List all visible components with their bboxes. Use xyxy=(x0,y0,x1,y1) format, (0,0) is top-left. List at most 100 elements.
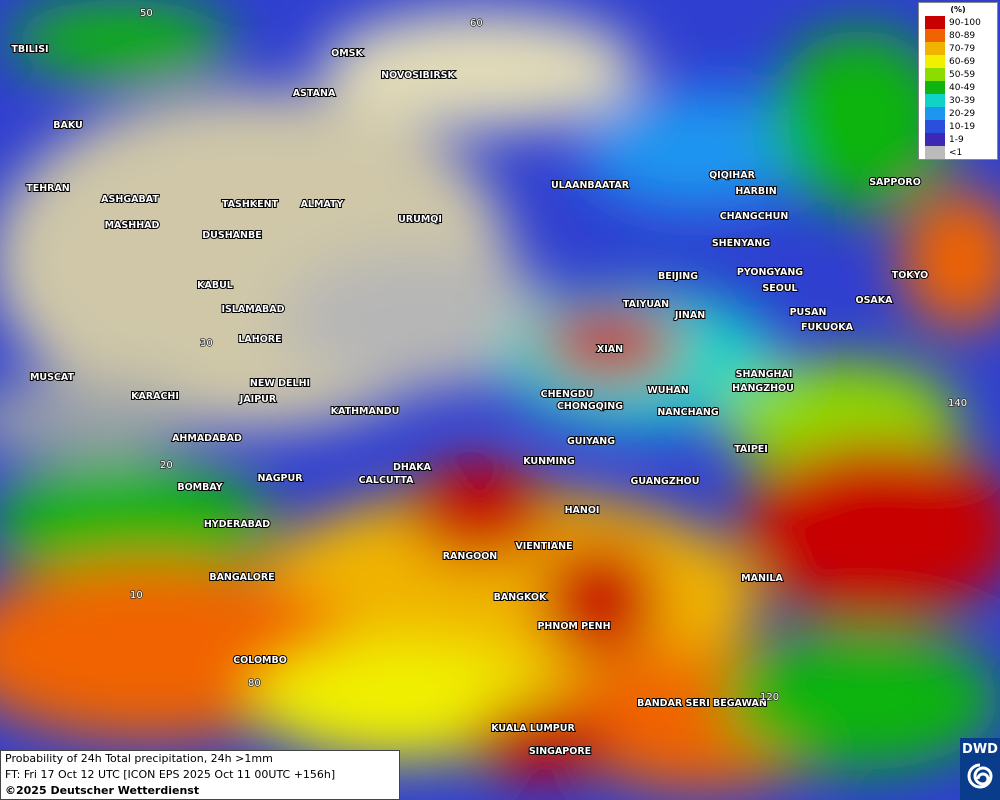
city-label: NAGPUR xyxy=(257,473,303,484)
legend-swatch xyxy=(925,29,945,42)
city-label: TEHRAN xyxy=(26,183,70,194)
legend-swatch xyxy=(925,107,945,120)
city-label: OSAKA xyxy=(856,295,894,306)
legend-swatch xyxy=(925,133,945,146)
city-label: BEIJING xyxy=(658,271,698,282)
legend: (%) 90-100 80-89 70-79 60-69 50-59 40-49 30-39… xyxy=(918,2,998,160)
city-label: BOMBAY xyxy=(177,482,222,493)
grid-label: 60 xyxy=(470,18,483,29)
caption-line: ©2025 Deutscher Wetterdienst xyxy=(5,784,200,797)
city-label: RANGOON xyxy=(443,551,498,562)
city-label: ASTANA xyxy=(293,88,336,99)
legend-item: 20-29 xyxy=(919,107,997,120)
city-label: KUNMING xyxy=(523,456,575,467)
city-label: MANILA xyxy=(741,573,783,584)
legend-swatch xyxy=(925,68,945,81)
legend-label: 80-89 xyxy=(949,30,976,41)
legend-label: 70-79 xyxy=(949,43,976,54)
city-label: URUMQI xyxy=(398,214,442,225)
grid-label: 50 xyxy=(140,8,153,19)
legend-label: <1 xyxy=(949,147,963,158)
city-label: DUSHANBE xyxy=(202,230,261,241)
legend-swatch xyxy=(925,120,945,133)
city-label: ALMATY xyxy=(301,199,344,210)
legend-swatch xyxy=(925,55,945,68)
legend-label: 90-100 xyxy=(949,17,981,28)
legend-label: 50-59 xyxy=(949,69,976,80)
legend-item: 40-49 xyxy=(919,81,997,94)
city-label: HYDERABAD xyxy=(204,519,270,530)
city-label: DHAKA xyxy=(393,462,432,473)
grid-label: 120 xyxy=(760,692,779,703)
legend-item: 70-79 xyxy=(919,42,997,55)
grid-label: 20 xyxy=(160,460,173,471)
city-label: TBILISI xyxy=(11,44,48,55)
city-label: KATHMANDU xyxy=(331,406,400,417)
city-label: TAIPEI xyxy=(734,444,768,455)
city-label: PUSAN xyxy=(790,307,827,318)
legend-item: 60-69 xyxy=(919,55,997,68)
city-label: FUKUOKA xyxy=(801,322,854,333)
city-label: TAIYUAN xyxy=(623,299,669,310)
city-label: OMSK xyxy=(331,48,363,59)
city-label: BANGALORE xyxy=(209,572,274,583)
city-label: GUIYANG xyxy=(567,436,615,447)
city-label: CHONGQING xyxy=(557,401,623,412)
logo: DWD xyxy=(960,738,1000,800)
city-label: KABUL xyxy=(197,280,233,291)
city-label: NOVOSIBIRSK xyxy=(381,70,455,81)
legend-title: (%) xyxy=(950,5,966,14)
city-label: CHANGCHUN xyxy=(720,211,789,222)
city-label: AHMADABAD xyxy=(172,433,242,444)
city-label: LAHORE xyxy=(238,334,281,345)
city-label: HARBIN xyxy=(735,186,776,197)
legend-swatch xyxy=(925,146,945,159)
city-label: ASHGABAT xyxy=(101,194,159,205)
city-label: SHENYANG xyxy=(712,238,771,249)
legend-item: <1 xyxy=(919,146,997,159)
city-label: CALCUTTA xyxy=(359,475,415,486)
city-label: NEW DELHI xyxy=(250,378,310,389)
city-label: MUSCAT xyxy=(30,372,75,383)
legend-swatch xyxy=(925,81,945,94)
caption-line: FT: Fri 17 Oct 12 UTC [ICON EPS 2025 Oct… xyxy=(5,768,336,781)
city-label: COLOMBO xyxy=(233,655,287,666)
legend-item: 1-9 xyxy=(919,133,997,146)
city-label: ISLAMABAD xyxy=(221,304,284,315)
logo-text: DWD xyxy=(962,742,998,757)
city-label: SEOUL xyxy=(762,283,797,294)
city-label: JAIPUR xyxy=(239,394,277,405)
city-label: TOKYO xyxy=(892,270,929,281)
city-label: BAKU xyxy=(53,120,83,131)
city-label: ULAANBAATAR xyxy=(551,180,630,191)
legend-item: 30-39 xyxy=(919,94,997,107)
city-label: XIAN xyxy=(597,344,623,355)
legend-swatch xyxy=(925,94,945,107)
city-label: VIENTIANE xyxy=(515,541,572,552)
city-label: BANGKOK xyxy=(494,592,547,603)
legend-swatch xyxy=(925,16,945,29)
city-label: MASHHAD xyxy=(105,220,160,231)
city-label: KARACHI xyxy=(131,391,179,402)
legend-swatch xyxy=(925,42,945,55)
grid-label: 140 xyxy=(948,398,967,409)
grid-label: 10 xyxy=(130,590,143,601)
legend-label: 30-39 xyxy=(949,95,976,106)
city-label: PYONGYANG xyxy=(737,267,803,278)
grid-label: 30 xyxy=(200,338,213,349)
city-label: PHNOM PENH xyxy=(537,621,610,632)
city-label: HANGZHOU xyxy=(732,383,794,394)
city-label: WUHAN xyxy=(647,385,688,396)
city-label: SHANGHAI xyxy=(736,369,793,380)
legend-label: 1-9 xyxy=(949,134,964,145)
city-label: SAPPORO xyxy=(869,177,921,188)
caption: Probability of 24h Total precipitation, … xyxy=(0,750,400,800)
city-label: GUANGZHOU xyxy=(631,476,700,487)
legend-item: 10-19 xyxy=(919,120,997,133)
legend-item: 50-59 xyxy=(919,68,997,81)
city-label: HANOI xyxy=(565,505,600,516)
legend-item: 80-89 xyxy=(919,29,997,42)
